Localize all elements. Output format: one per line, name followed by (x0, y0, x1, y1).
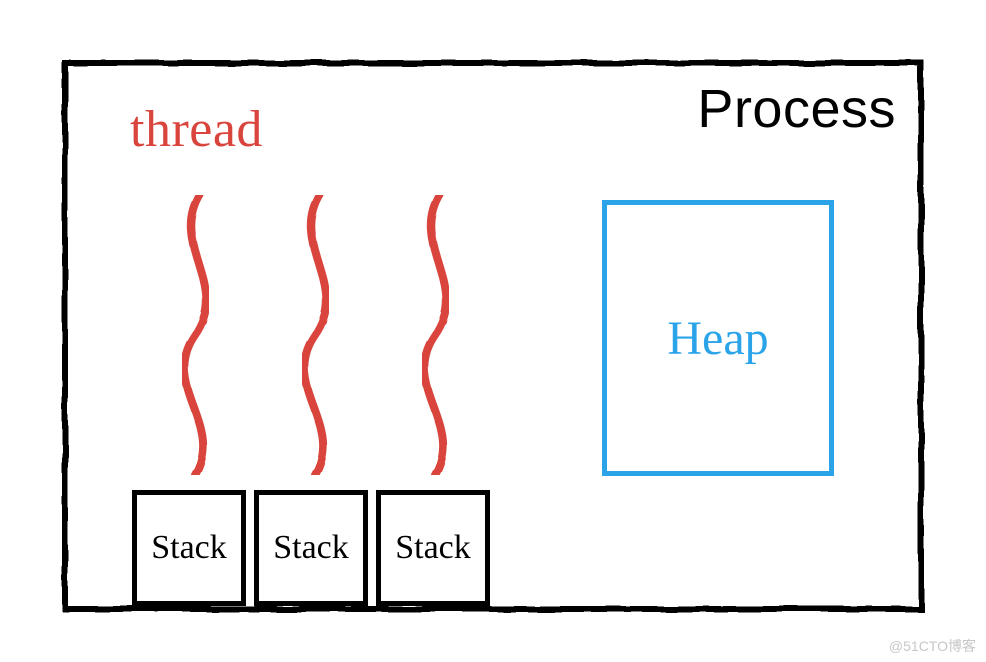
thread-squiggle (280, 195, 350, 475)
heap-box: Heap (602, 200, 834, 476)
stack-label: Stack (151, 529, 227, 567)
heap-label: Heap (667, 311, 768, 366)
thread-squiggle (400, 195, 470, 475)
diagram-canvas: Process thread Stack Stack Stack Heap @5… (0, 0, 986, 662)
stack-box: Stack (132, 490, 246, 606)
stack-label: Stack (273, 529, 349, 567)
thread-squiggle (160, 195, 230, 475)
watermark: @51CTO博客 (889, 636, 976, 656)
thread-label: thread (130, 100, 263, 159)
process-label: Process (697, 78, 896, 140)
stack-label: Stack (395, 529, 471, 567)
stack-box: Stack (376, 490, 490, 606)
stack-box: Stack (254, 490, 368, 606)
